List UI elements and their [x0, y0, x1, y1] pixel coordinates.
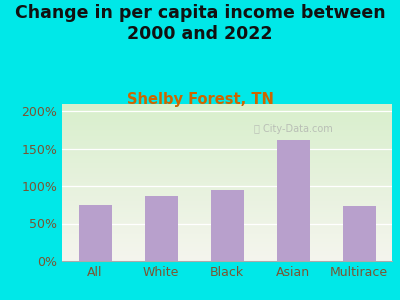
Bar	[210, 190, 244, 261]
Bar	[342, 206, 376, 261]
Bar	[78, 205, 112, 261]
Text: Change in per capita income between
2000 and 2022: Change in per capita income between 2000…	[15, 4, 385, 43]
Bar	[276, 140, 310, 261]
Text: ⓘ City-Data.com: ⓘ City-Data.com	[254, 124, 332, 134]
Text: Shelby Forest, TN: Shelby Forest, TN	[126, 92, 274, 106]
Bar	[144, 196, 178, 261]
